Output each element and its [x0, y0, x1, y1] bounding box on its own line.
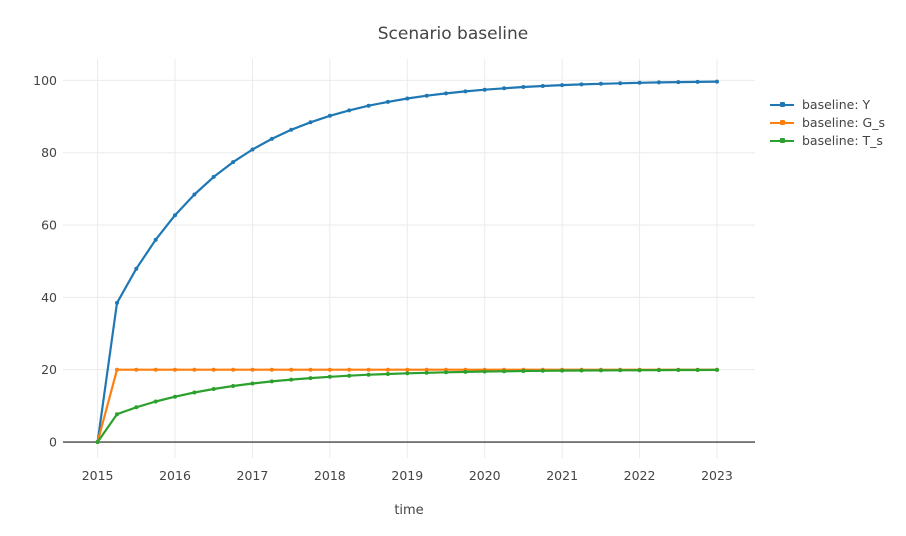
- legend-item-baseline-T-s[interactable]: baseline: T_s: [770, 133, 885, 148]
- y-tick-labels: 0 20 40 60 80 100: [33, 73, 57, 450]
- legend-line-swatch: [770, 116, 794, 129]
- legend-item-label: baseline: G_s: [802, 115, 885, 130]
- y-tick-label: 60: [41, 218, 57, 233]
- x-tick-label: 2015: [82, 468, 114, 483]
- y-tick-label: 0: [49, 435, 57, 450]
- series-markers-baseline-Y: [95, 79, 719, 444]
- legend-item-baseline-G-s[interactable]: baseline: G_s: [770, 115, 885, 130]
- legend-line-swatch: [770, 98, 794, 111]
- x-tick-label: 2021: [546, 468, 578, 483]
- series-markers-baseline-T-s: [95, 367, 719, 444]
- y-tick-label: 100: [33, 73, 57, 88]
- legend-item-label: baseline: T_s: [802, 133, 883, 148]
- legend-line-swatch: [770, 134, 794, 147]
- x-tick-label: 2018: [314, 468, 346, 483]
- y-tick-label: 40: [41, 290, 57, 305]
- y-tick-label: 80: [41, 145, 57, 160]
- x-tick-labels: 2015 2016 2017 2018 2019 2020 2021 2022 2023: [82, 468, 733, 483]
- x-tick-label: 2016: [159, 468, 191, 483]
- x-axis-title: time: [394, 503, 424, 518]
- x-tick-label: 2019: [391, 468, 423, 483]
- legend-item-label: baseline: Y: [802, 97, 871, 112]
- legend-item-baseline-Y[interactable]: baseline: Y: [770, 97, 885, 112]
- legend: baseline: Y baseline: G_s baseline: T_s: [770, 97, 885, 148]
- x-tick-label: 2022: [624, 468, 656, 483]
- chart-title: Scenario baseline: [377, 24, 529, 44]
- x-tick-label: 2020: [469, 468, 501, 483]
- x-tick-label: 2017: [237, 468, 269, 483]
- y-tick-label: 20: [41, 362, 57, 377]
- x-tick-label: 2023: [701, 468, 733, 483]
